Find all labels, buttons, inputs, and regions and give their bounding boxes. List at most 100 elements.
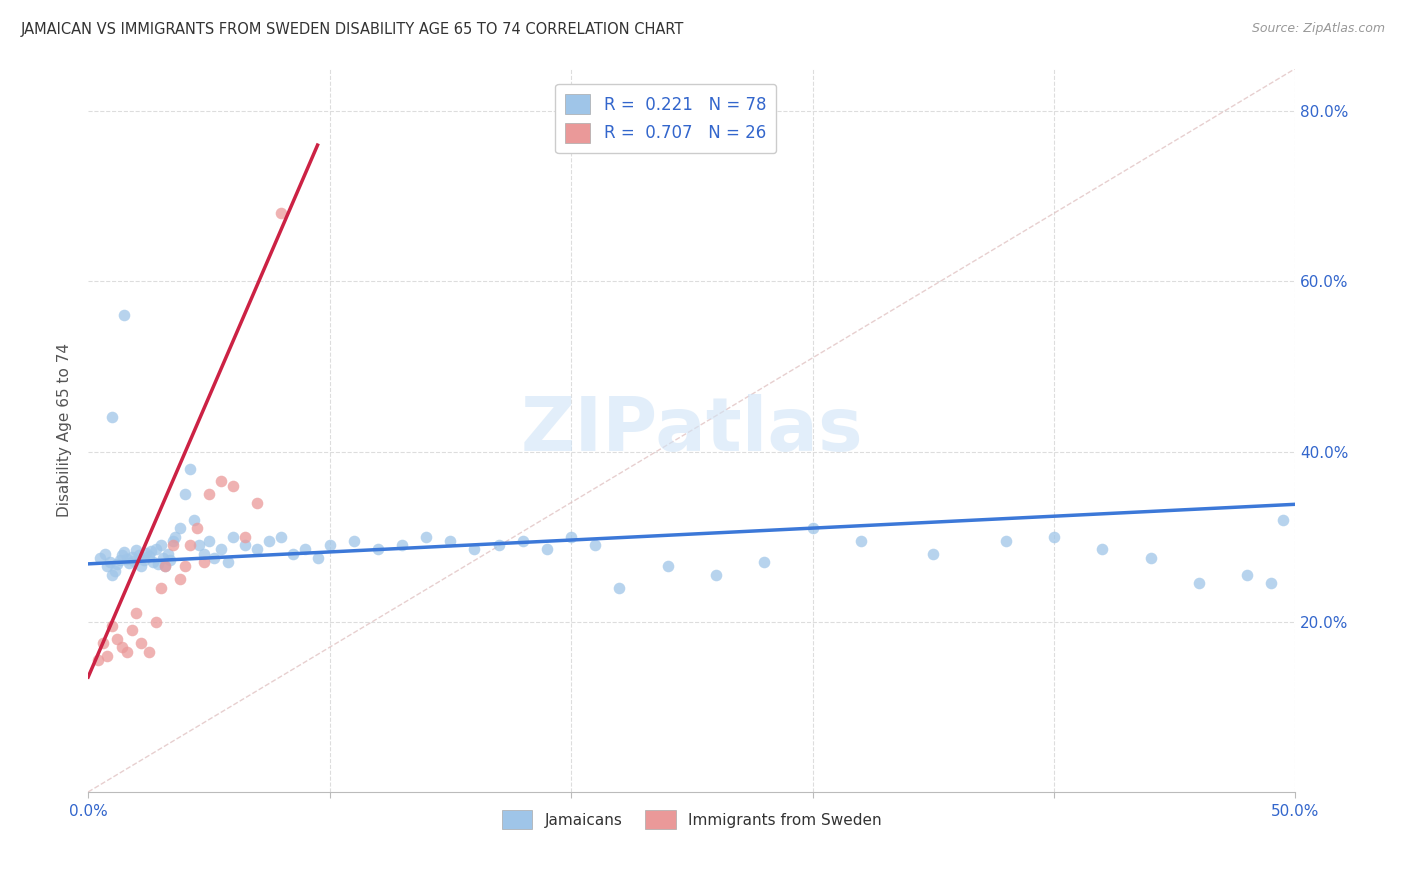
Point	[343, 533, 366, 548]
Point	[704, 568, 727, 582]
Point	[1043, 530, 1066, 544]
Point	[1188, 576, 1211, 591]
Point	[754, 555, 776, 569]
Point	[1236, 568, 1258, 582]
Point	[391, 538, 413, 552]
Point	[112, 309, 135, 323]
Point	[121, 624, 143, 638]
Point	[96, 648, 118, 663]
Point	[560, 530, 582, 544]
Point	[173, 487, 195, 501]
Point	[169, 572, 191, 586]
Point	[96, 559, 118, 574]
Point	[156, 547, 179, 561]
Point	[294, 542, 316, 557]
Point	[209, 542, 232, 557]
Point	[111, 640, 134, 655]
Point	[217, 555, 239, 569]
Point	[122, 554, 145, 568]
Point	[152, 550, 174, 565]
Point	[169, 521, 191, 535]
Point	[193, 547, 215, 561]
Text: JAMAICAN VS IMMIGRANTS FROM SWEDEN DISABILITY AGE 65 TO 74 CORRELATION CHART: JAMAICAN VS IMMIGRANTS FROM SWEDEN DISAB…	[21, 22, 685, 37]
Point	[415, 530, 437, 544]
Point	[849, 533, 872, 548]
Point	[246, 542, 269, 557]
Point	[583, 538, 606, 552]
Point	[657, 559, 679, 574]
Point	[129, 558, 152, 573]
Point	[283, 547, 305, 561]
Point	[115, 551, 138, 566]
Point	[138, 644, 160, 658]
Point	[135, 546, 157, 560]
Point	[105, 557, 128, 571]
Point	[512, 533, 534, 548]
Point	[112, 545, 135, 559]
Point	[125, 606, 148, 620]
Point	[138, 549, 160, 564]
Point	[1260, 576, 1282, 591]
Point	[463, 542, 485, 557]
Point	[536, 542, 558, 557]
Text: Source: ZipAtlas.com: Source: ZipAtlas.com	[1251, 22, 1385, 36]
Point	[209, 475, 232, 489]
Point	[198, 487, 221, 501]
Point	[801, 521, 824, 535]
Point	[270, 530, 292, 544]
Point	[202, 550, 225, 565]
Point	[98, 555, 121, 569]
Point	[1091, 542, 1114, 557]
Point	[115, 644, 138, 658]
Point	[101, 568, 124, 582]
Point	[148, 557, 170, 571]
Point	[162, 533, 184, 548]
Point	[994, 533, 1017, 548]
Point	[121, 550, 143, 565]
Point	[132, 552, 155, 566]
Point	[118, 556, 141, 570]
Point	[104, 564, 127, 578]
Point	[193, 555, 215, 569]
Point	[222, 478, 245, 492]
Point	[222, 530, 245, 544]
Point	[233, 530, 256, 544]
Point	[183, 513, 205, 527]
Point	[149, 581, 172, 595]
Legend: Jamaicans, Immigrants from Sweden: Jamaicans, Immigrants from Sweden	[496, 804, 889, 835]
Point	[129, 636, 152, 650]
Point	[198, 533, 221, 548]
Point	[149, 538, 172, 552]
Point	[159, 553, 181, 567]
Point	[488, 538, 510, 552]
Point	[139, 544, 162, 558]
Point	[246, 495, 269, 509]
Point	[307, 550, 329, 565]
Point	[91, 636, 114, 650]
Point	[162, 538, 184, 552]
Point	[111, 549, 134, 563]
Point	[101, 410, 124, 425]
Point	[318, 538, 340, 552]
Point	[270, 206, 292, 220]
Y-axis label: Disability Age 65 to 74: Disability Age 65 to 74	[58, 343, 72, 517]
Point	[188, 538, 211, 552]
Point	[922, 547, 945, 561]
Text: ZIPatlas: ZIPatlas	[520, 393, 863, 467]
Point	[179, 461, 201, 475]
Point	[101, 619, 124, 633]
Point	[105, 632, 128, 646]
Point	[125, 543, 148, 558]
Point	[128, 548, 150, 562]
Point	[94, 547, 117, 561]
Point	[165, 530, 187, 544]
Point	[233, 538, 256, 552]
Point	[186, 521, 208, 535]
Point	[145, 542, 167, 557]
Point	[142, 555, 165, 569]
Point	[145, 615, 167, 629]
Point	[155, 559, 177, 574]
Point	[439, 533, 461, 548]
Point	[179, 538, 201, 552]
Point	[108, 553, 131, 567]
